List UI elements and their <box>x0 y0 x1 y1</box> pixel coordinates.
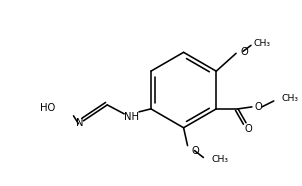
Text: O: O <box>244 124 252 134</box>
Text: NH: NH <box>124 112 139 122</box>
Text: CH₃: CH₃ <box>282 94 299 103</box>
Text: CH₃: CH₃ <box>211 155 228 164</box>
Text: CH₃: CH₃ <box>254 39 271 48</box>
Text: N: N <box>76 118 83 128</box>
Text: O: O <box>240 47 248 57</box>
Text: O: O <box>254 102 262 112</box>
Text: HO: HO <box>40 103 56 113</box>
Text: O: O <box>191 146 199 155</box>
